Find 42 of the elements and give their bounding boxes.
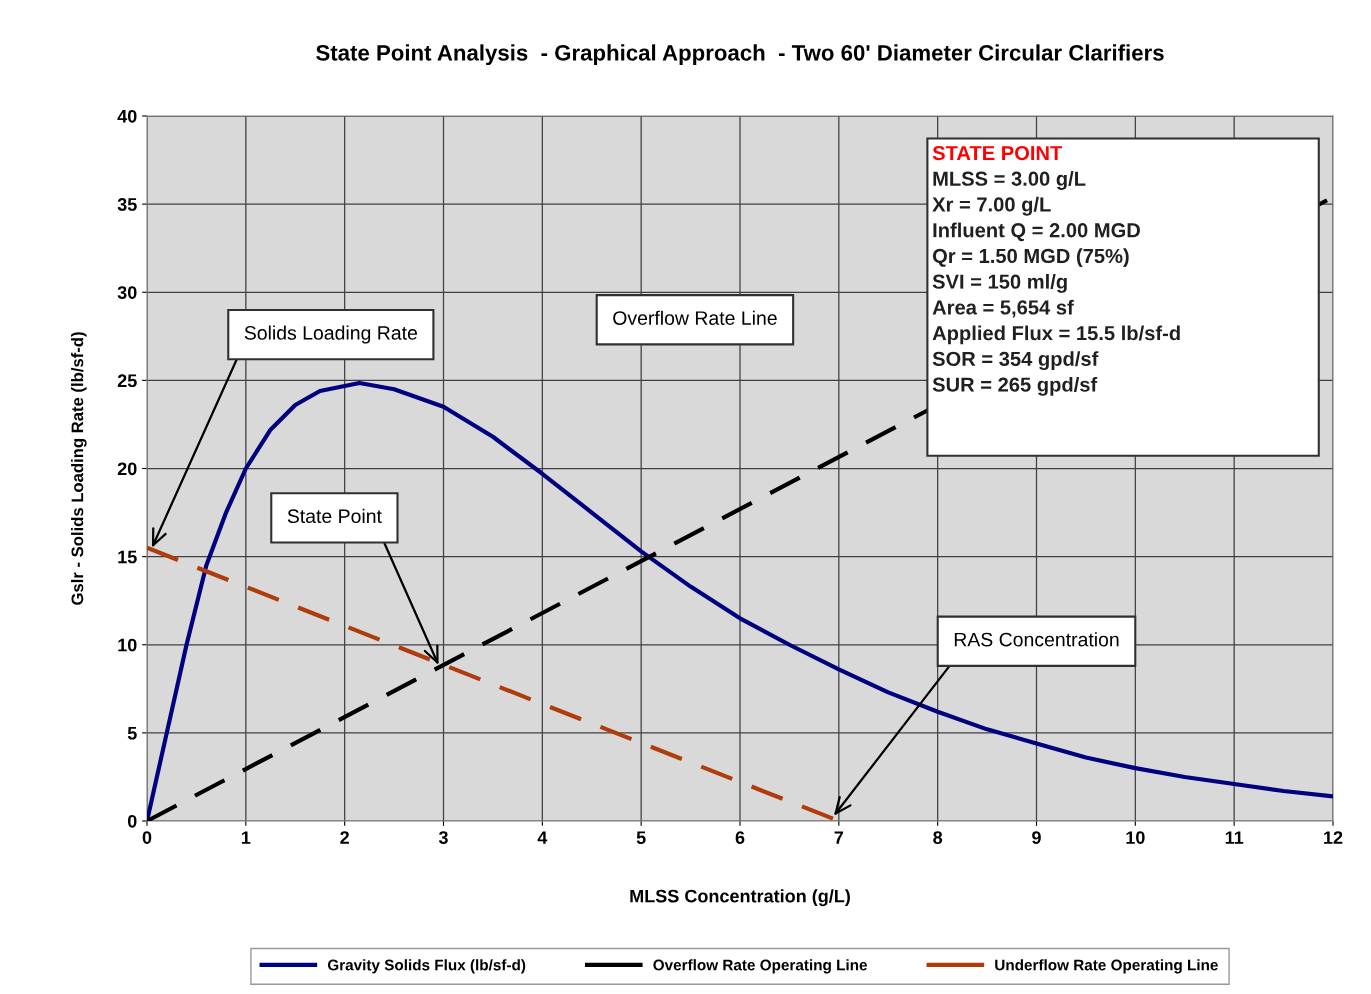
- x-tick-label: 8: [933, 831, 943, 844]
- y-tick-label: 0: [127, 814, 137, 828]
- x-tick-label: 5: [636, 831, 646, 844]
- y-tick-label: 15: [118, 550, 137, 564]
- annotation: Area = 5,654 sf: [932, 299, 1074, 318]
- y-tick-label: 20: [117, 462, 137, 476]
- x-tick-label: 6: [735, 831, 745, 844]
- x-tick-label: 7: [834, 831, 844, 844]
- y-tick-label: 25: [117, 374, 137, 388]
- x-tick-label: 2: [340, 831, 349, 844]
- x-tick-label: 0: [142, 831, 152, 844]
- x-tick-label: 1: [241, 831, 251, 844]
- annotation: Solids Loading Rate: [244, 325, 417, 344]
- x-tick-label: 11: [1225, 831, 1244, 844]
- annotation: Qr = 1.50 MGD (75%): [932, 248, 1129, 268]
- y-tick-label: 5: [127, 727, 137, 740]
- legend-label: Gravity Solids Flux (lb/sf-d): [327, 959, 526, 974]
- legend-label: Underflow Rate Operating Line: [995, 959, 1218, 974]
- x-tick-label: 4: [537, 831, 548, 844]
- annotation: State Point: [287, 508, 382, 524]
- y-tick-label: 35: [117, 198, 137, 211]
- y-axis-title: Gslr - Solids Loading Rate (lb/sf-d): [71, 332, 87, 605]
- y-tick-label: 40: [117, 109, 137, 123]
- annotation: Applied Flux = 15.5 lb/sf-d: [932, 325, 1180, 345]
- y-tick-label: 10: [118, 638, 137, 652]
- x-tick-label: 10: [1126, 831, 1145, 844]
- chart-title: State Point Analysis - Graphical Approach - Two 60' Diameter Circular Clarifiers: [316, 44, 1164, 66]
- annotation: SVI = 150 ml/g: [932, 274, 1067, 293]
- annotation: SOR = 354 gpd/sf: [932, 351, 1099, 371]
- annotation: STATE POINT: [932, 145, 1063, 161]
- y-tick-label: 30: [117, 286, 137, 299]
- x-tick-label: 12: [1324, 831, 1343, 844]
- annotation: Overflow Rate Line: [613, 310, 777, 325]
- annotation: MLSS = 3.00 g/L: [933, 171, 1086, 190]
- x-tick-label: 3: [438, 831, 448, 845]
- x-tick-label: 9: [1032, 831, 1041, 844]
- annotation: RAS Concentration: [954, 632, 1119, 647]
- annotation: SUR = 265 gpd/sf: [932, 376, 1098, 396]
- annotation: Xr = 7.00 g/L: [932, 196, 1051, 216]
- legend-label: Overflow Rate Operating Line: [653, 959, 867, 974]
- annotation: Influent Q = 2.00 MGD: [933, 222, 1140, 242]
- x-axis-title: MLSS Concentration (g/L): [630, 889, 850, 907]
